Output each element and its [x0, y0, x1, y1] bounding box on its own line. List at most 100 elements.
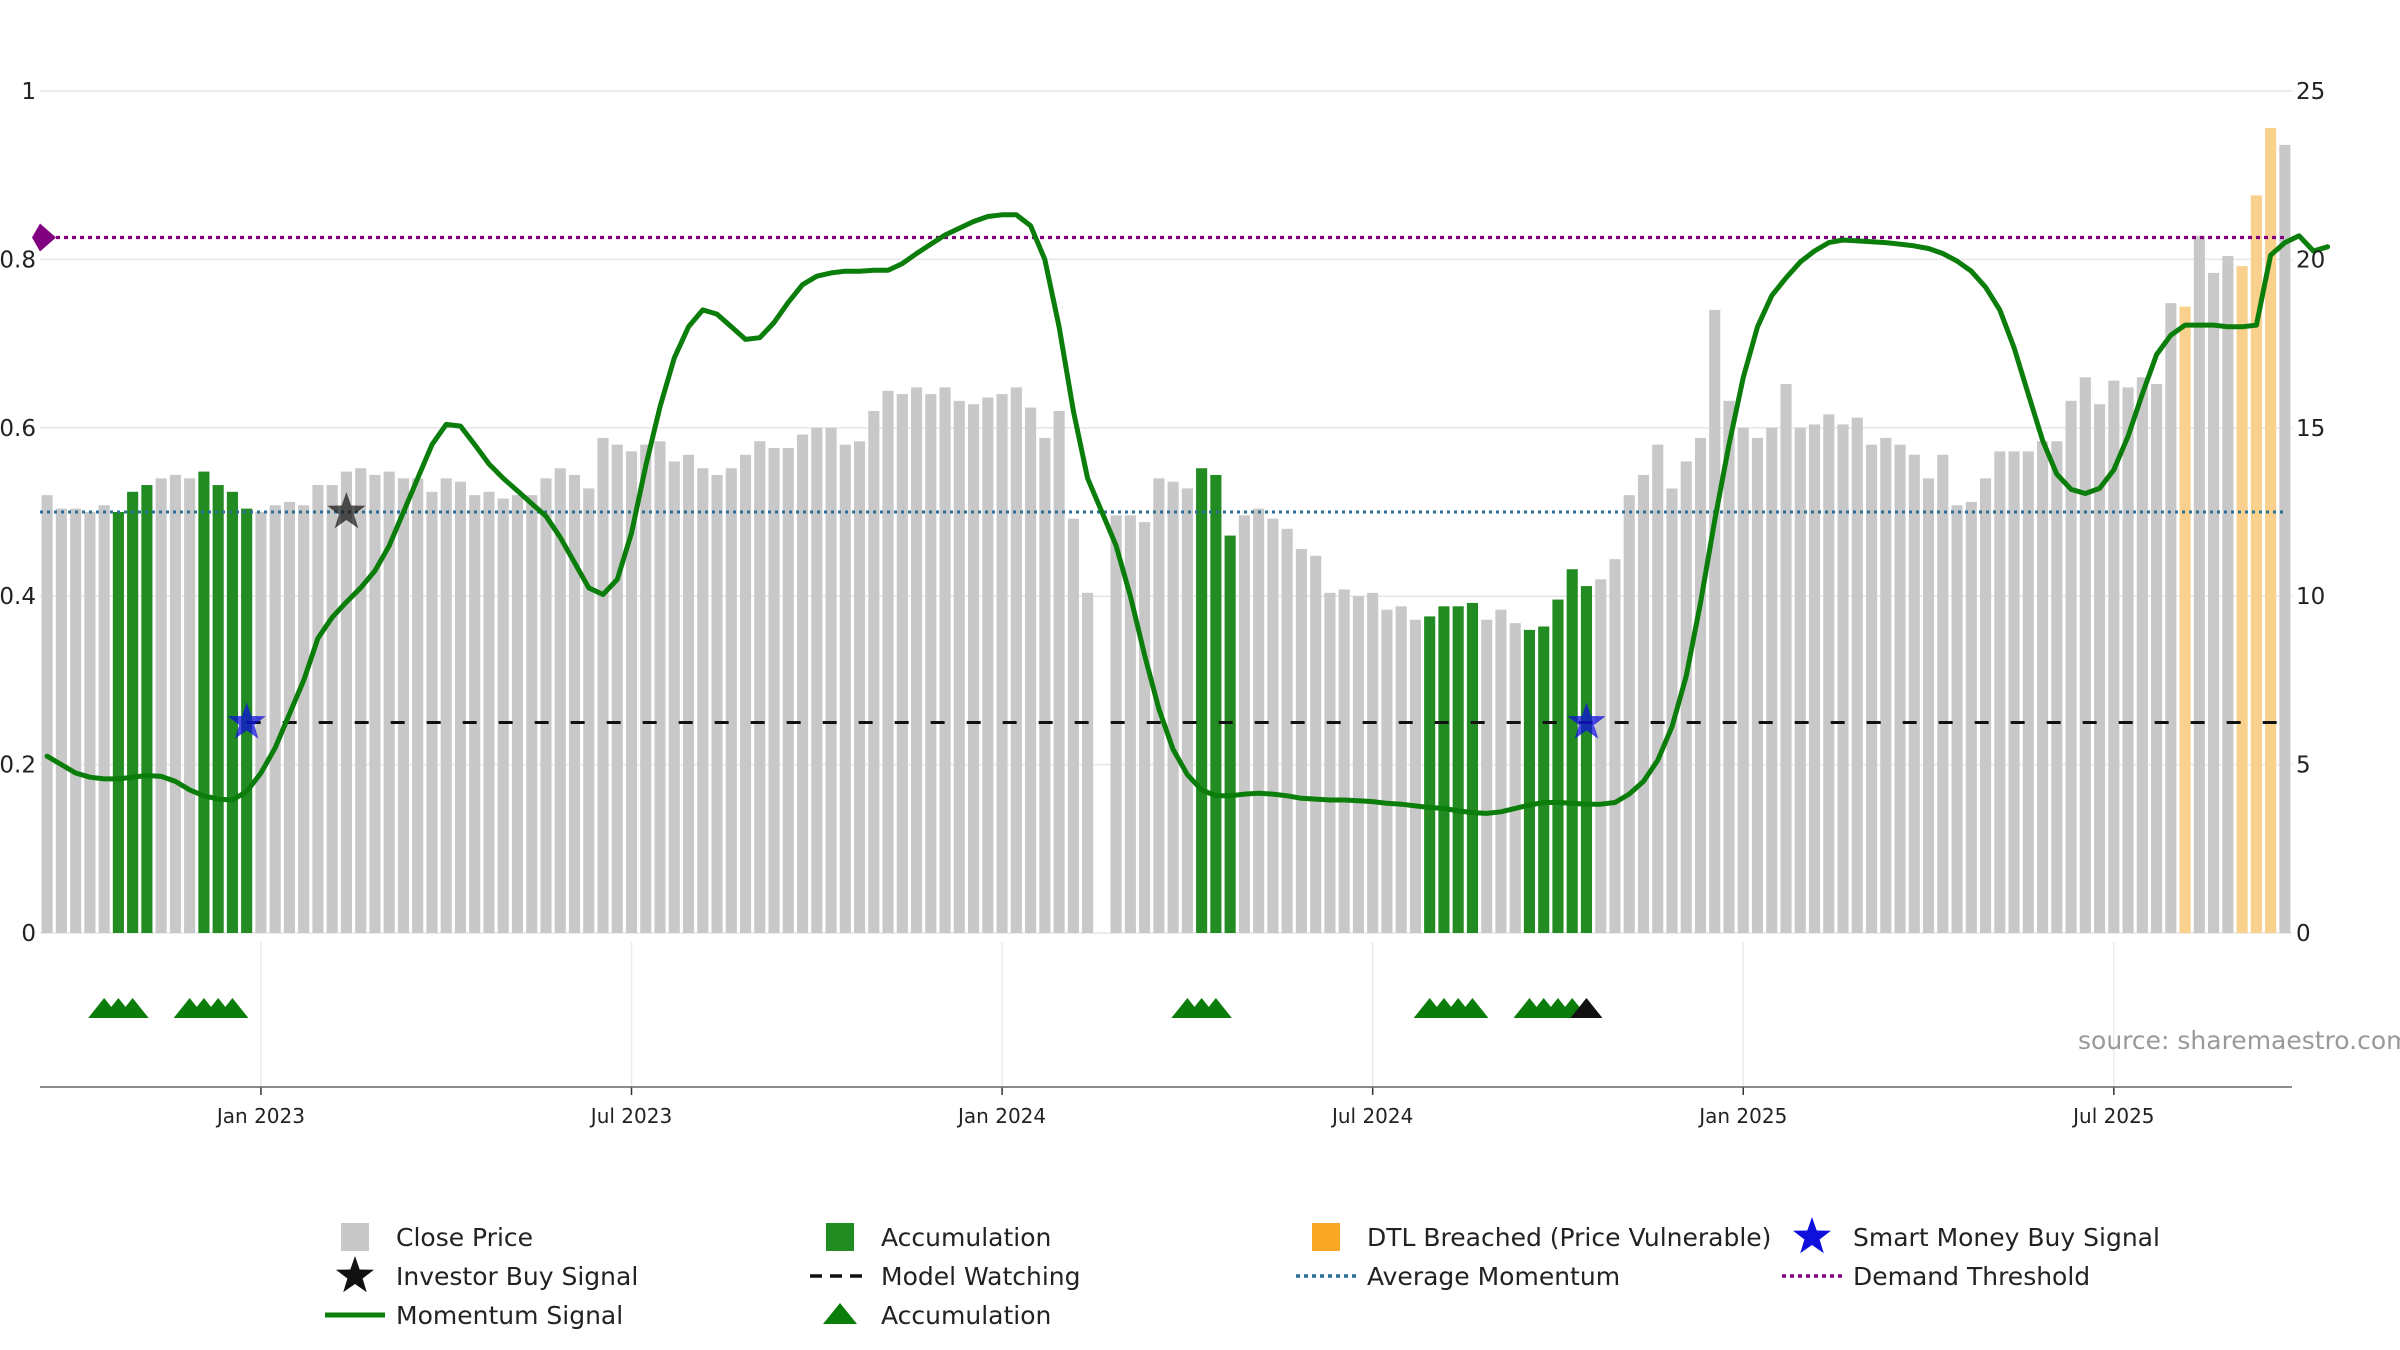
- close-price-bar: [369, 474, 381, 933]
- legend: Close Price Accumulation DTL Breached (Pri…: [325, 1217, 2160, 1330]
- y-left-tick-label: 0.4: [0, 584, 36, 610]
- close-price-bar: [1067, 518, 1079, 933]
- close-price-bar: [540, 478, 552, 933]
- close-price-bar: [1851, 417, 1863, 933]
- y-left-tick-label: 0.8: [0, 247, 36, 273]
- buy-signals: [227, 492, 1606, 739]
- close-price-bar: [1937, 454, 1949, 933]
- close-price-bar: [2008, 451, 2020, 933]
- close-price-bar: [312, 485, 324, 933]
- legend-swatch-square: [1312, 1223, 1340, 1251]
- close-price-bar: [1922, 478, 1935, 933]
- y-left-tick-label: 0: [21, 921, 36, 947]
- close-price-bar: [1167, 481, 1179, 933]
- close-price-bar: [497, 498, 509, 933]
- legend-swatch-star: [336, 1256, 374, 1293]
- close-price-bar: [2136, 377, 2148, 933]
- close-price-bar: [1352, 596, 1364, 933]
- y-right-tick-label: 0: [2296, 921, 2311, 947]
- accumulation-bar: [1196, 468, 1208, 933]
- close-price-bar: [326, 485, 338, 933]
- close-price-bar: [1039, 437, 1051, 933]
- close-price-bar: [397, 478, 410, 933]
- close-price-bar: [754, 441, 766, 933]
- close-price-bar: [1652, 444, 1664, 933]
- close-price-bar: [711, 474, 723, 933]
- close-price-bar: [839, 444, 851, 933]
- dtl-breached-bar: [2250, 195, 2262, 933]
- close-price-bar: [412, 478, 424, 933]
- close-price-bar: [255, 512, 267, 933]
- close-price-bar: [440, 478, 452, 933]
- close-price-bar: [2279, 144, 2291, 933]
- close-price-bar: [2193, 235, 2205, 934]
- legend-label: Momentum Signal: [396, 1301, 623, 1330]
- accumulation-triangle: [116, 998, 149, 1018]
- close-price-bar: [1908, 454, 1920, 933]
- close-price-bar: [640, 444, 652, 933]
- close-price-bar: [2051, 441, 2063, 933]
- close-price-bar: [55, 508, 67, 933]
- close-price-bar: [1595, 579, 1607, 933]
- close-price-bar: [1637, 474, 1650, 933]
- close-price-bar: [882, 390, 894, 933]
- close-price-bar: [911, 387, 923, 933]
- legend-label: Model Watching: [881, 1262, 1081, 1291]
- close-price-bar: [2079, 377, 2091, 933]
- close-price-bar: [953, 400, 965, 934]
- dtl-breached-bar: [2265, 128, 2277, 934]
- x-tick-label: Jul 2024: [1330, 1104, 1413, 1128]
- demand-threshold-marker: [32, 223, 56, 252]
- close-price-bar: [1951, 505, 1963, 933]
- close-price-bar: [1694, 437, 1707, 933]
- momentum-signal-line: [44, 212, 2331, 816]
- close-price-bar: [355, 468, 367, 933]
- close-price-bar: [2208, 272, 2220, 933]
- accumulation-bar: [127, 491, 139, 933]
- close-price-bar: [41, 495, 53, 933]
- close-price-bar: [668, 461, 680, 933]
- close-price-bar: [511, 495, 524, 933]
- accumulation-bar: [1566, 569, 1578, 933]
- close-price-bar: [2222, 256, 2234, 934]
- accumulation-bar: [1580, 586, 1593, 933]
- close-price-bar: [1994, 451, 2006, 933]
- close-price-bar: [1965, 501, 1977, 933]
- close-price-bar: [383, 471, 395, 933]
- close-price-bar: [1295, 549, 1307, 933]
- y-right-tick-label: 5: [2296, 753, 2311, 779]
- close-price-bar: [98, 505, 110, 933]
- accumulation-triangle: [1456, 998, 1489, 1018]
- close-price-bar: [2065, 400, 2077, 934]
- close-price-bar: [1751, 437, 1764, 933]
- source-label: source: sharemaestro.com: [2078, 1026, 2400, 1055]
- smart-money-buy-signal-star: [227, 702, 266, 739]
- close-price-bar: [739, 454, 752, 933]
- close-price-bar: [697, 468, 709, 933]
- close-price-bar: [1010, 387, 1022, 933]
- y-right-tick-label: 10: [2296, 584, 2325, 610]
- accumulation-bar: [141, 485, 153, 933]
- close-price-bar: [682, 454, 695, 933]
- close-price-bar: [896, 394, 908, 933]
- close-price-bar: [1481, 619, 1493, 933]
- close-price-bar: [1324, 592, 1336, 933]
- close-price-bar: [611, 444, 623, 933]
- dtl-breached-bar: [2236, 266, 2248, 933]
- y-left-tick-label: 1: [21, 79, 36, 105]
- legend-label: Average Momentum: [1367, 1262, 1620, 1291]
- legend-label: Demand Threshold: [1853, 1262, 2090, 1291]
- accumulation-bar: [212, 485, 224, 933]
- close-price-bar: [483, 491, 495, 933]
- legend-swatch-square: [341, 1223, 369, 1251]
- close-price-bar: [654, 441, 666, 933]
- close-price-bar: [1794, 427, 1806, 933]
- close-price-bar: [825, 427, 837, 933]
- close-price-bar: [1780, 384, 1792, 933]
- close-price-bar: [1709, 309, 1721, 933]
- close-price-bar: [1181, 488, 1193, 933]
- close-price-bar: [469, 495, 481, 933]
- y-right-tick-label: 25: [2296, 79, 2325, 105]
- close-price-bar: [169, 474, 181, 933]
